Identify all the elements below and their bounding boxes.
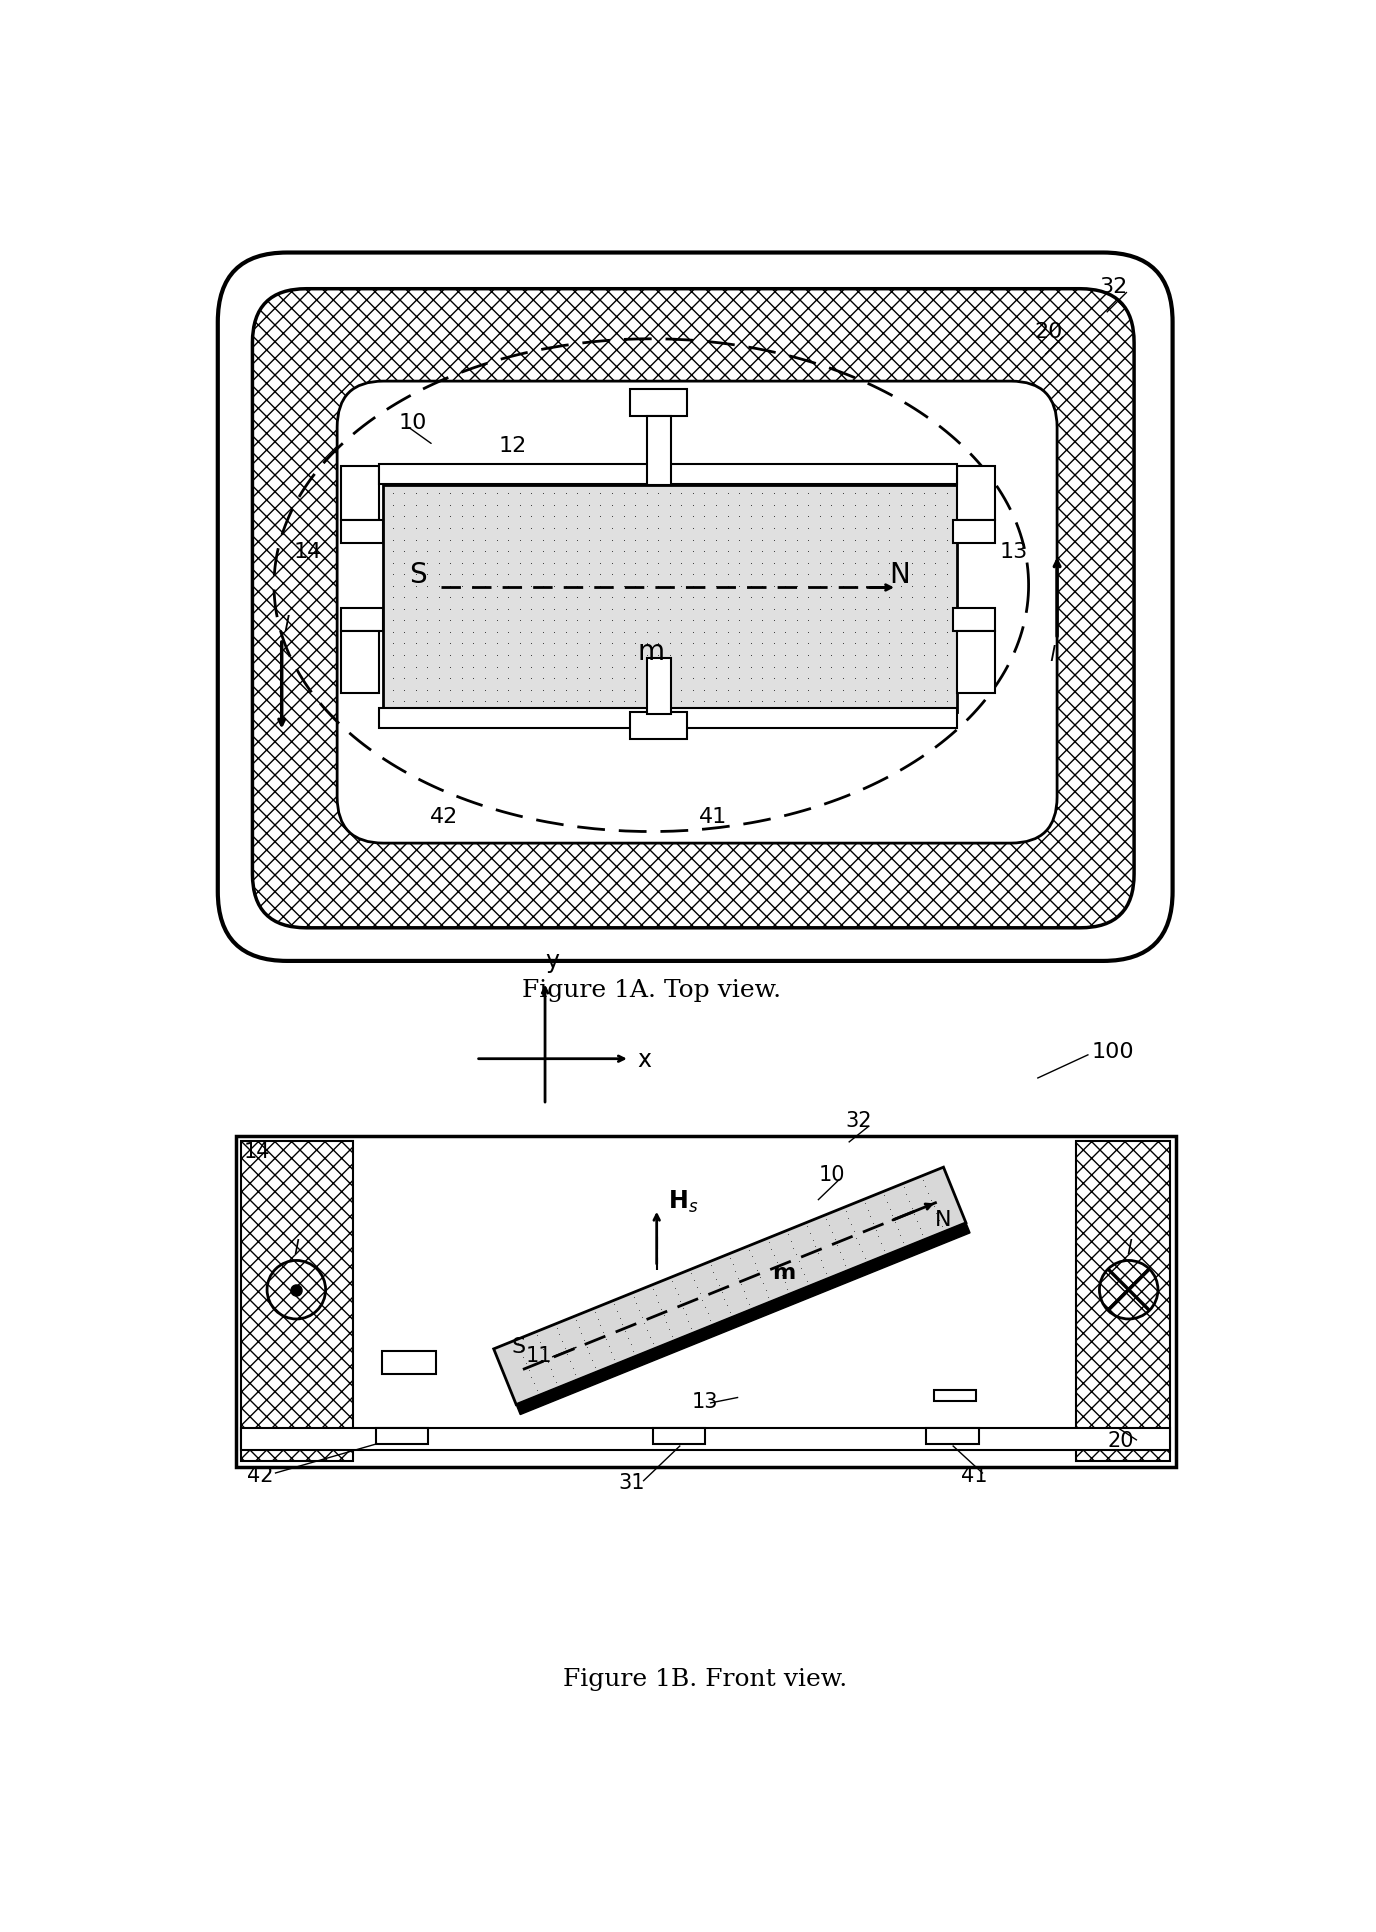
FancyBboxPatch shape xyxy=(217,253,1172,962)
Bar xyxy=(630,713,688,740)
Text: 41: 41 xyxy=(699,808,728,827)
Text: 11: 11 xyxy=(526,1345,552,1366)
Bar xyxy=(381,1352,436,1376)
Bar xyxy=(630,390,688,417)
Text: 42: 42 xyxy=(429,808,458,827)
Bar xyxy=(341,466,380,520)
Bar xyxy=(341,520,384,543)
Text: 10: 10 xyxy=(399,413,427,433)
Text: $\mathbf{H}_s$: $\mathbf{H}_s$ xyxy=(669,1188,699,1215)
Text: l: l xyxy=(283,614,289,634)
Text: 10: 10 xyxy=(819,1165,845,1184)
Text: S: S xyxy=(510,1337,526,1356)
Text: l: l xyxy=(1126,1238,1131,1258)
Bar xyxy=(926,1428,978,1443)
Text: Figure 1B. Front view.: Figure 1B. Front view. xyxy=(563,1667,848,1690)
Bar xyxy=(954,520,995,543)
Text: 13: 13 xyxy=(691,1391,718,1412)
Text: 32: 32 xyxy=(1099,278,1128,298)
Text: 20: 20 xyxy=(1108,1430,1134,1451)
FancyBboxPatch shape xyxy=(337,383,1057,844)
Bar xyxy=(648,417,670,485)
Polygon shape xyxy=(494,1167,966,1405)
Text: N: N xyxy=(934,1209,951,1231)
Text: x: x xyxy=(637,1047,651,1070)
Bar xyxy=(934,1391,976,1401)
Text: 100: 100 xyxy=(1091,1041,1134,1061)
Text: m: m xyxy=(772,1262,795,1283)
Text: 11: 11 xyxy=(476,489,504,510)
Text: m: m xyxy=(637,638,665,665)
Text: Figure 1A. Top view.: Figure 1A. Top view. xyxy=(522,978,780,1001)
Bar xyxy=(235,1136,1176,1466)
Text: 32: 32 xyxy=(845,1111,872,1130)
Bar xyxy=(384,485,956,713)
Bar xyxy=(380,709,956,728)
Bar xyxy=(648,659,670,715)
FancyBboxPatch shape xyxy=(252,290,1134,929)
Text: 42: 42 xyxy=(248,1464,274,1484)
Bar xyxy=(341,609,384,632)
Text: 31: 31 xyxy=(618,1472,645,1492)
Text: y: y xyxy=(546,949,560,974)
Bar xyxy=(954,609,995,632)
Bar xyxy=(341,632,380,694)
Text: S: S xyxy=(409,560,427,589)
Text: 14: 14 xyxy=(293,541,322,560)
Bar xyxy=(241,1428,1170,1451)
Text: 41: 41 xyxy=(960,1464,988,1484)
Bar xyxy=(1076,1142,1170,1461)
Bar xyxy=(380,466,956,485)
Bar xyxy=(241,1142,352,1461)
Text: 14: 14 xyxy=(244,1142,270,1161)
Text: 12: 12 xyxy=(499,437,527,456)
Polygon shape xyxy=(516,1223,970,1414)
Text: l: l xyxy=(293,1238,299,1258)
Bar xyxy=(956,632,995,694)
Text: 20: 20 xyxy=(1033,323,1062,342)
Text: 13: 13 xyxy=(999,541,1028,560)
Text: N: N xyxy=(889,560,910,589)
Bar xyxy=(956,466,995,520)
Bar xyxy=(376,1428,428,1443)
Bar xyxy=(652,1428,706,1443)
Text: l: l xyxy=(1050,645,1055,665)
